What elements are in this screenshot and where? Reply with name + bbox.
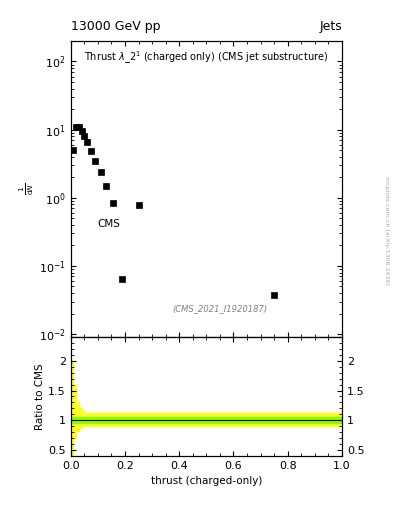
Text: 13000 GeV pp: 13000 GeV pp	[71, 20, 160, 33]
Text: Thrust $\lambda\_2^1$ (charged only) (CMS jet substructure): Thrust $\lambda\_2^1$ (charged only) (CM…	[84, 50, 329, 67]
Text: Jets: Jets	[319, 20, 342, 33]
Y-axis label: mathrm $d^2$N
$\overline{\mathrm{d}\,p_T\,\mathrm{d}\,\lambda}$

$\frac{1}{\math: mathrm $d^2$N $\overline{\mathrm{d}\,p_T…	[0, 156, 36, 222]
Text: (CMS_2021_I1920187): (CMS_2021_I1920187)	[172, 305, 268, 313]
Text: mcplots.cern.ch [arXiv:1306.3436]: mcplots.cern.ch [arXiv:1306.3436]	[384, 176, 389, 285]
X-axis label: thrust (charged-only): thrust (charged-only)	[151, 476, 262, 486]
Text: CMS: CMS	[98, 219, 121, 229]
Y-axis label: Ratio to CMS: Ratio to CMS	[35, 363, 46, 430]
